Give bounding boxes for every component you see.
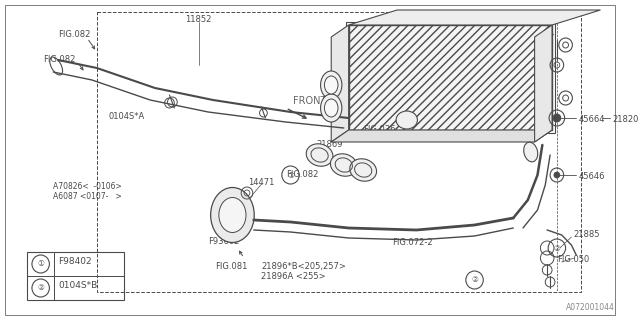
Text: FIG.082: FIG.082 xyxy=(44,55,76,64)
Bar xyxy=(27,252,124,300)
Polygon shape xyxy=(534,25,552,142)
Text: 45646: 45646 xyxy=(578,172,605,181)
Polygon shape xyxy=(349,10,600,25)
Circle shape xyxy=(553,114,561,122)
Text: FIG.081: FIG.081 xyxy=(215,262,248,271)
Text: 21869: 21869 xyxy=(317,140,343,149)
Text: 0104S*C: 0104S*C xyxy=(518,18,554,27)
Text: F98402: F98402 xyxy=(58,258,92,267)
Ellipse shape xyxy=(396,111,417,129)
Text: A6087 <0107-   >: A6087 <0107- > xyxy=(53,192,122,201)
Ellipse shape xyxy=(321,71,342,99)
Polygon shape xyxy=(332,130,552,142)
Text: FIG.082: FIG.082 xyxy=(58,30,90,39)
Text: FIG.050: FIG.050 xyxy=(557,255,589,264)
Text: FIG.036: FIG.036 xyxy=(363,125,396,134)
Text: A70826<  -0106>: A70826< -0106> xyxy=(53,182,122,191)
Text: FIG.082: FIG.082 xyxy=(285,170,318,179)
Text: ①: ① xyxy=(287,171,294,180)
Polygon shape xyxy=(332,25,349,142)
Text: 0104S*A: 0104S*A xyxy=(108,112,145,121)
Text: 21820: 21820 xyxy=(612,115,639,124)
Text: A072001044: A072001044 xyxy=(566,303,615,312)
Text: 21896A <255>: 21896A <255> xyxy=(262,272,326,281)
Ellipse shape xyxy=(321,94,342,122)
Bar xyxy=(97,12,581,292)
Ellipse shape xyxy=(524,142,538,162)
Ellipse shape xyxy=(324,76,338,94)
Text: FIG.072-2: FIG.072-2 xyxy=(392,238,433,247)
Text: 0104S*B: 0104S*B xyxy=(58,282,97,291)
Text: ②: ② xyxy=(37,284,44,292)
Ellipse shape xyxy=(306,144,333,166)
Ellipse shape xyxy=(219,197,246,233)
Text: ①: ① xyxy=(37,260,44,268)
Text: FRONT: FRONT xyxy=(294,96,327,106)
Ellipse shape xyxy=(211,188,254,243)
Text: 14471: 14471 xyxy=(248,178,275,187)
Ellipse shape xyxy=(324,99,338,117)
Text: 21896*B<205,257>: 21896*B<205,257> xyxy=(262,262,346,271)
Text: 45664: 45664 xyxy=(578,115,605,124)
Text: 21885: 21885 xyxy=(573,230,600,239)
Ellipse shape xyxy=(350,159,376,181)
Text: ②: ② xyxy=(471,276,478,284)
Circle shape xyxy=(554,172,560,178)
Text: F93602: F93602 xyxy=(208,237,239,246)
Text: ②: ② xyxy=(554,244,560,252)
Text: 11852: 11852 xyxy=(186,15,212,24)
Bar xyxy=(346,22,555,133)
Bar xyxy=(349,25,552,130)
Ellipse shape xyxy=(330,154,357,176)
